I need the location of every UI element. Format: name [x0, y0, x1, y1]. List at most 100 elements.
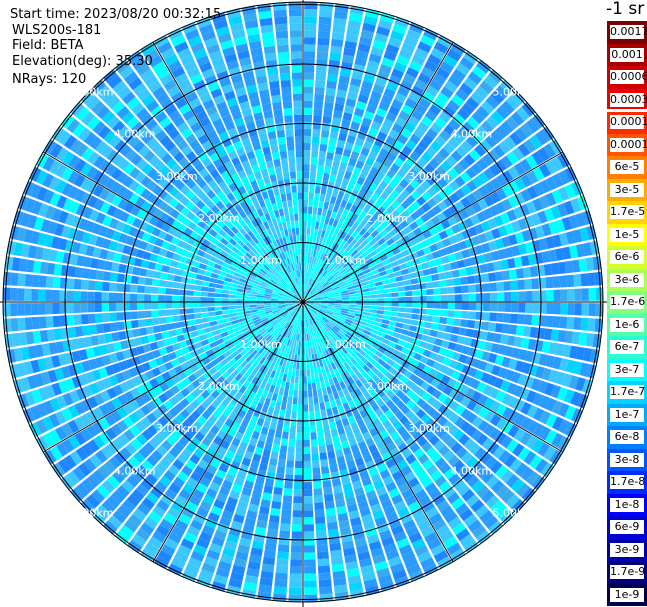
ray-gate	[259, 214, 267, 223]
ray-gate	[305, 304, 312, 310]
ray-gate	[345, 393, 353, 402]
ray-gate	[294, 304, 300, 310]
ray-gate	[303, 355, 306, 363]
ray-gate	[36, 403, 48, 418]
ray-gate	[408, 167, 419, 179]
ray-gate	[185, 91, 198, 103]
ray-gate	[179, 302, 187, 308]
ray-gate	[365, 460, 376, 470]
ray-gate	[98, 225, 109, 237]
ray-gate	[185, 133, 197, 145]
ray-gate	[299, 334, 302, 342]
ray-gate	[287, 353, 292, 361]
ray-gate	[286, 306, 293, 310]
ray-gate	[217, 275, 226, 281]
ray-gate	[276, 271, 283, 278]
ray-gate	[500, 120, 514, 135]
ray-gate	[246, 510, 258, 520]
ray-gate	[409, 459, 421, 471]
ray-gate	[80, 302, 88, 313]
ray-gate	[369, 312, 377, 318]
ray-gate	[199, 229, 209, 238]
ray-gate	[390, 163, 401, 173]
ray-gate	[71, 350, 82, 363]
ray-gate	[418, 97, 432, 109]
ray-gate	[465, 266, 474, 276]
ray-gate	[490, 130, 503, 144]
ray-gate	[215, 26, 230, 37]
ray-gate	[507, 166, 520, 180]
ray-gate	[320, 328, 326, 335]
ray-gate	[426, 288, 434, 295]
ray-gate	[238, 409, 247, 419]
ray-gate	[363, 110, 375, 121]
ray-gate	[93, 198, 105, 211]
ray-gate	[346, 26, 360, 36]
ray-gate	[251, 360, 259, 368]
ray-gate	[359, 169, 369, 179]
ray-gate	[460, 319, 469, 328]
ray-gate	[387, 272, 396, 279]
ray-gate	[305, 277, 309, 285]
ray-gate	[254, 148, 264, 158]
ray-gate	[260, 24, 274, 34]
ray-gate	[405, 260, 414, 268]
ray-gate	[101, 110, 115, 125]
ray-gate	[133, 337, 143, 347]
ray-gate	[375, 281, 383, 287]
ray-gate	[377, 70, 390, 81]
ray-gate	[122, 176, 134, 188]
ray-gate	[363, 243, 372, 251]
ray-gate	[276, 172, 284, 181]
ray-gate	[359, 409, 368, 419]
ray-gate	[318, 150, 327, 159]
ray-gate	[447, 378, 457, 388]
ray-gate	[356, 191, 365, 201]
ray-gate	[280, 328, 286, 335]
ray-gate	[363, 391, 372, 400]
ray-gate	[280, 366, 286, 374]
ray-gate	[360, 564, 375, 575]
ray-gate	[332, 435, 340, 444]
ray-gate	[381, 200, 391, 210]
ray-gate	[75, 387, 87, 401]
ray-gate	[255, 476, 265, 485]
ray-gate	[341, 273, 350, 279]
ray-gate	[315, 417, 322, 426]
ray-gate	[206, 488, 218, 499]
ray-gate	[177, 371, 187, 381]
ray-gate	[531, 114, 545, 129]
ray-gate	[206, 105, 218, 116]
ray-gate	[266, 204, 274, 213]
ray-gate	[120, 340, 129, 350]
ray-gate	[128, 513, 143, 527]
ray-gate	[276, 394, 283, 403]
ray-gate	[328, 321, 335, 327]
ray-gate	[303, 425, 310, 433]
ray-gate	[395, 194, 406, 205]
ray-gate	[251, 489, 262, 499]
ray-gate	[119, 65, 134, 80]
ray-gate	[32, 260, 42, 274]
ray-gate	[80, 314, 89, 325]
ray-gate	[466, 193, 477, 205]
ray-gate	[303, 411, 309, 419]
ray-gate	[309, 185, 315, 193]
ray-gate	[214, 63, 227, 75]
ray-gate	[242, 302, 250, 305]
ray-gate	[375, 285, 384, 291]
ray-gate	[30, 359, 41, 374]
ray-gate	[202, 68, 215, 79]
ray-gate	[244, 316, 253, 321]
ray-gate	[390, 189, 400, 200]
ray-gate	[157, 189, 168, 200]
ray-gate	[382, 118, 394, 129]
ray-gate	[386, 81, 399, 92]
ray-gate	[232, 80, 245, 91]
ray-gate	[220, 154, 231, 164]
ray-gate	[461, 285, 469, 293]
ray-gate	[104, 260, 113, 271]
ray-gate	[165, 250, 175, 259]
ray-gate	[424, 110, 438, 122]
ray-gate	[304, 291, 308, 299]
